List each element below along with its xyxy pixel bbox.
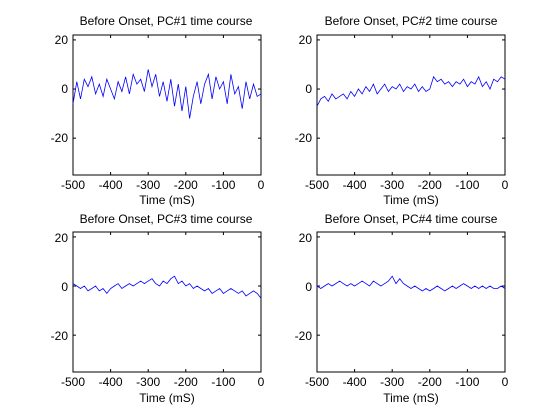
x-tick-label: -400 <box>99 375 123 389</box>
x-tick-label: -300 <box>380 375 404 389</box>
y-tick-label: 0 <box>305 280 312 294</box>
y-tick-label: -20 <box>51 329 69 343</box>
series-line <box>316 75 506 107</box>
y-tick-labels: 20 0 -20 <box>51 33 69 145</box>
x-tick-label: -400 <box>343 375 367 389</box>
axis-ticks <box>316 35 506 175</box>
x-tick-label: 0 <box>502 178 509 192</box>
x-axis-label: Time (mS) <box>383 193 439 207</box>
x-tick-label: -100 <box>455 178 479 192</box>
x-tick-label: -300 <box>136 178 160 192</box>
x-tick-label: 0 <box>502 375 509 389</box>
y-tick-label: -20 <box>51 131 69 145</box>
x-tick-label: 0 <box>258 375 265 389</box>
axis-ticks <box>72 232 262 372</box>
subplot-pc1: Before Onset, PC#1 time course 20 0 -20 … <box>51 14 265 207</box>
x-tick-label: -500 <box>305 178 329 192</box>
subplot-pc4: Before Onset, PC#4 time course 20 0 -20 … <box>295 212 509 405</box>
y-tick-label: 0 <box>61 82 68 96</box>
x-tick-label: -400 <box>99 178 123 192</box>
axes-box <box>72 34 262 176</box>
x-tick-labels: -500 -400 -300 -200 -100 0 <box>61 178 265 192</box>
x-tick-label: -500 <box>61 375 85 389</box>
x-tick-label: -200 <box>174 178 198 192</box>
subplot-title: Before Onset, PC#3 time course <box>80 212 253 226</box>
y-tick-label: 20 <box>55 33 69 47</box>
x-tick-label: -400 <box>343 178 367 192</box>
axes-box <box>316 231 506 373</box>
x-tick-label: -100 <box>211 375 235 389</box>
subplot-title: Before Onset, PC#4 time course <box>325 212 498 226</box>
axis-ticks <box>72 35 262 175</box>
x-tick-label: -200 <box>418 375 442 389</box>
x-tick-label: -500 <box>305 375 329 389</box>
y-tick-labels: 20 0 -20 <box>51 231 69 343</box>
series-line <box>316 275 506 292</box>
y-tick-label: 20 <box>299 231 313 245</box>
y-tick-label: -20 <box>295 131 313 145</box>
x-tick-label: -500 <box>61 178 85 192</box>
x-tick-label: -300 <box>136 375 160 389</box>
y-tick-label: 20 <box>299 33 313 47</box>
x-tick-label: -200 <box>418 178 442 192</box>
x-tick-labels: -500 -400 -300 -200 -100 0 <box>61 375 265 389</box>
y-tick-labels: 20 0 -20 <box>295 231 313 343</box>
y-tick-label: 0 <box>305 82 312 96</box>
x-tick-label: -300 <box>380 178 404 192</box>
x-axis-label: Time (mS) <box>139 391 195 405</box>
subplot-title: Before Onset, PC#2 time course <box>325 14 498 28</box>
x-tick-labels: -500 -400 -300 -200 -100 0 <box>305 178 509 192</box>
x-axis-label: Time (mS) <box>139 193 195 207</box>
subplot-title: Before Onset, PC#1 time course <box>80 14 253 28</box>
y-tick-label: 20 <box>55 231 69 245</box>
x-tick-label: -200 <box>174 375 198 389</box>
x-tick-label: -100 <box>455 375 479 389</box>
series-line <box>72 69 262 119</box>
y-tick-labels: 20 0 -20 <box>295 33 313 145</box>
axes-box <box>72 231 262 373</box>
series-line <box>72 275 262 299</box>
subplot-pc2: Before Onset, PC#2 time course 20 0 -20 … <box>295 14 509 207</box>
x-tick-label: -100 <box>211 178 235 192</box>
subplot-pc3: Before Onset, PC#3 time course 20 0 -20 … <box>51 212 265 405</box>
x-tick-labels: -500 -400 -300 -200 -100 0 <box>305 375 509 389</box>
axis-ticks <box>316 232 506 372</box>
x-tick-label: 0 <box>258 178 265 192</box>
axes-box <box>316 34 506 176</box>
y-tick-label: -20 <box>295 329 313 343</box>
y-tick-label: 0 <box>61 280 68 294</box>
x-axis-label: Time (mS) <box>383 391 439 405</box>
